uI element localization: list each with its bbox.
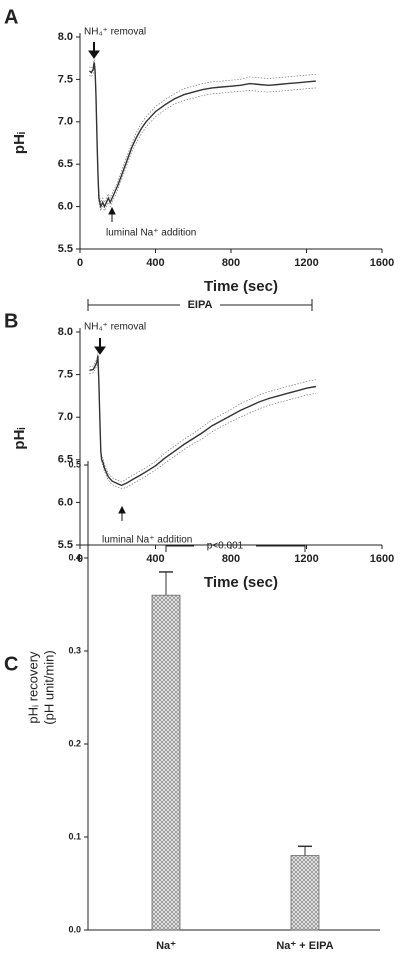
x-tick-label: 1200 <box>294 553 318 565</box>
data-line <box>88 62 316 209</box>
y-axis-label: pHᵢ recovery <box>25 651 40 724</box>
x-tick-label: 0 <box>77 553 83 565</box>
panel-label: C <box>4 653 18 675</box>
y-tick-label: 6.5 <box>58 158 73 170</box>
y-tick-label: 0.5 <box>68 459 81 469</box>
x-tick-label: 1600 <box>370 553 394 565</box>
y-tick-label: 0.1 <box>68 831 81 841</box>
p-label: p<0.001 <box>207 541 244 552</box>
bar <box>151 594 181 931</box>
annotation: NH₄⁺ removal <box>84 27 146 38</box>
y-tick-label: 5.5 <box>58 539 73 551</box>
error-envelope <box>89 66 316 212</box>
bracket-label: EIPA <box>188 299 213 311</box>
bracket-label-bg <box>180 298 220 312</box>
panel-label: B <box>4 310 18 332</box>
p-label-bg <box>194 539 256 553</box>
panel-label: A <box>4 6 18 28</box>
y-tick-label: 0.4 <box>68 552 81 562</box>
y-tick-label: 8.0 <box>58 326 73 338</box>
arrows <box>88 42 126 521</box>
error-envelope <box>89 58 316 204</box>
y-tick-label: 0.2 <box>68 738 81 748</box>
y-tick-label: 0.0 <box>68 924 81 934</box>
y-axis-label: (pH unit/min) <box>41 650 56 724</box>
x-tick-label: 1600 <box>370 257 394 269</box>
x-tick-label: 400 <box>146 257 164 269</box>
x-tick-label: 0 <box>77 257 83 269</box>
x-tick-label: Na⁺ <box>156 940 176 952</box>
annotation: luminal Na⁺ addition <box>102 535 192 546</box>
x-axis-label: Time (sec) <box>204 278 278 295</box>
y-tick-label: 0.3 <box>68 645 81 655</box>
x-tick-label: 800 <box>222 553 240 565</box>
x-tick-label: 400 <box>146 553 164 565</box>
y-tick-label: 7.5 <box>58 369 73 381</box>
y-tick-label: 5.5 <box>58 243 73 255</box>
error-envelope <box>89 359 316 490</box>
x-tick-label: Na⁺ + EIPA <box>276 940 333 952</box>
y-tick-label: 6.5 <box>58 454 73 466</box>
annotation: NH₄⁺ removal <box>84 322 146 333</box>
y-tick-label: 6.0 <box>58 496 73 508</box>
y-axis-label: pHᵢ <box>11 427 28 449</box>
y-tick-label: 7.5 <box>58 73 73 85</box>
y-tick-label: 8.0 <box>58 31 73 43</box>
error-envelope <box>89 352 316 483</box>
annotation: luminal Na⁺ addition <box>106 228 196 239</box>
y-axis-label: pHᵢ <box>11 132 28 154</box>
bar <box>290 855 320 931</box>
y-tick-label: 7.0 <box>58 411 73 423</box>
x-tick-label: 800 <box>222 257 240 269</box>
y-tick-label: 6.0 <box>58 201 73 213</box>
x-axis-label: Time (sec) <box>204 574 278 591</box>
data-line <box>89 355 317 487</box>
y-tick-label: 7.0 <box>58 116 73 128</box>
x-tick-label: 1200 <box>294 257 318 269</box>
